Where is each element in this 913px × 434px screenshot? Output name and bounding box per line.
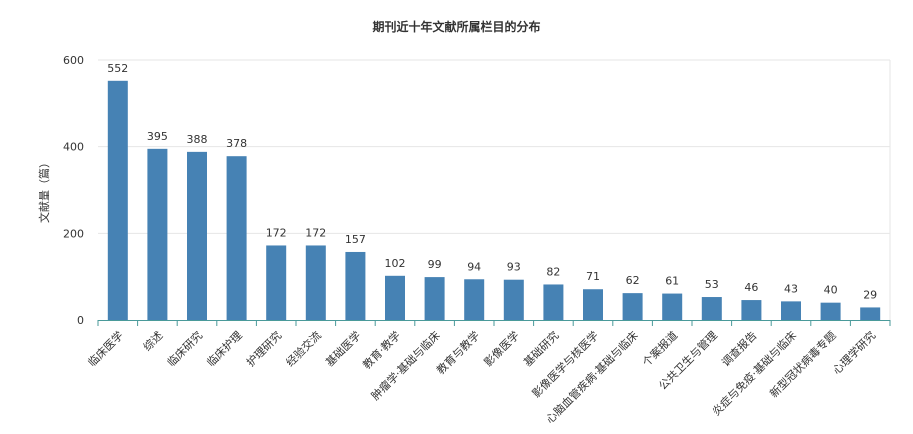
data-label: 53 [705,278,719,291]
x-tick-label: 教育与教学 [434,328,483,377]
data-label: 94 [467,260,481,273]
x-tick-label: 个案报道 [639,328,680,369]
x-tick-label: 临床医学 [85,328,126,369]
data-label: 552 [107,62,128,75]
bar [345,251,366,320]
bar [424,277,445,320]
x-tick-label: 肿瘤学·基础与临床 [368,328,443,403]
data-label: 46 [744,281,758,294]
bar [107,80,128,320]
data-label: 93 [507,261,521,274]
chart-title: 期刊近十年文献所属栏目的分布 [372,20,541,34]
data-label: 102 [385,257,406,270]
grid-layer [98,59,891,320]
bar [266,245,287,320]
bar [781,301,801,320]
y-tick-label: 0 [77,314,84,327]
data-label: 157 [345,233,366,246]
data-label: 40 [824,284,838,297]
data-label: 172 [266,226,287,239]
x-tick-label: 影像医学 [481,328,522,369]
bar [305,245,326,320]
bar [147,148,168,320]
x-tick-label: 经验交流 [283,328,324,369]
data-label: 62 [626,274,640,287]
x-tick-label: 临床研究 [164,328,205,369]
x-tick-label: 影像医学与核医学 [529,328,601,400]
axis-layer: 0 200 400 600 [63,54,891,327]
bar [741,300,762,320]
data-label: 29 [863,288,877,301]
bar-layer [107,80,881,320]
y-tick-label: 600 [63,54,84,67]
bar [543,284,564,320]
x-tick-label: 心理学研究 [830,328,879,377]
y-tick-label: 200 [63,227,84,240]
x-tick-label: 护理研究 [243,328,284,369]
data-label: 388 [187,133,208,146]
y-tick-label: 400 [63,141,84,154]
x-tick-label: 基础医学 [323,328,364,369]
data-label: 61 [665,275,679,288]
x-tick-label: 临床护理 [204,328,245,369]
bar [583,289,603,320]
data-label: 43 [784,282,798,295]
bar [820,302,841,320]
data-label: 172 [305,226,326,239]
bar [187,151,207,320]
y-axis-title: 文献量（篇） [37,157,51,223]
bar [860,307,881,320]
data-label: 71 [586,270,600,283]
bar [701,297,722,320]
bar [662,293,683,320]
bar [226,156,247,320]
data-label: 99 [428,258,442,271]
bar [464,279,485,320]
data-label: 82 [546,265,560,278]
data-label: 395 [147,130,168,143]
bar [385,275,405,320]
x-tick-label: 综述 [140,328,165,353]
data-label: 378 [226,137,247,150]
bar [622,293,643,320]
x-tick-label: 基础研究 [521,328,562,369]
x-tick-label: 新型冠状病毒专题 [767,328,839,400]
bar [503,279,524,320]
x-tick-label: 调查报告 [719,328,760,369]
